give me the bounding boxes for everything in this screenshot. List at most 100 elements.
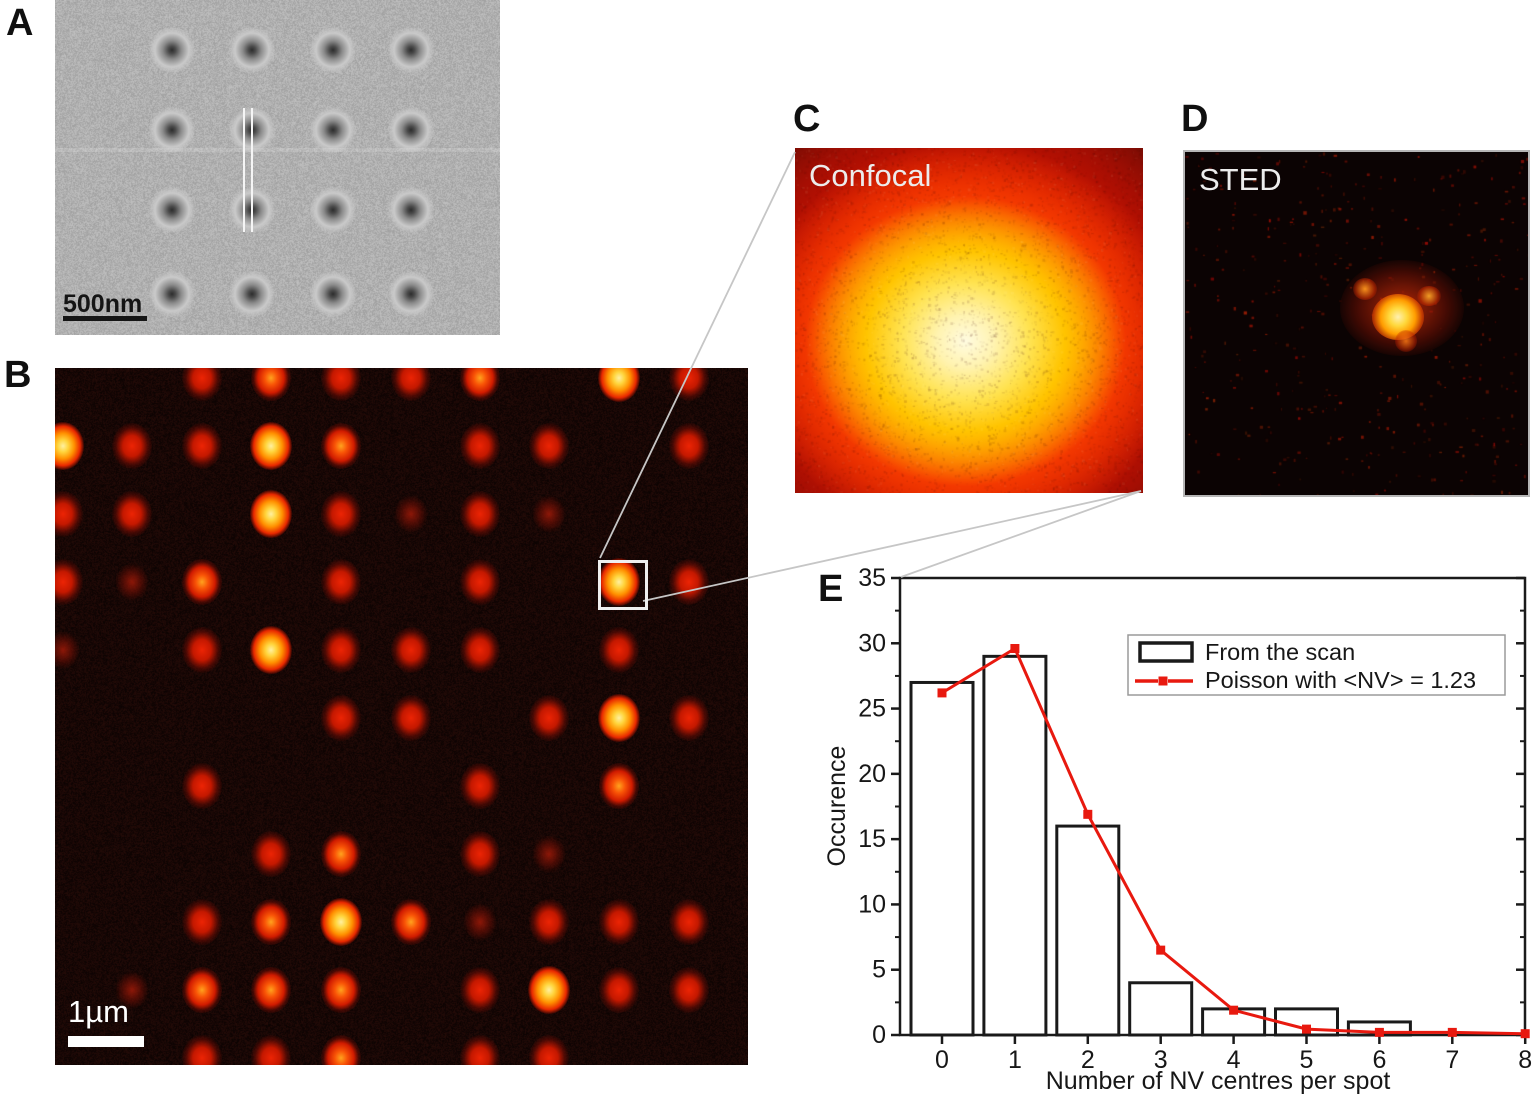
- nv-spot: [320, 898, 362, 946]
- sted-image-label: STED: [1199, 162, 1282, 197]
- x-axis-title: Number of NV centres per spot: [1046, 1067, 1391, 1095]
- chart-dynamic-layer: 0 5 10 15 20 25 30 35 0 1 2 3 4 5 6 7 8: [858, 564, 1532, 1074]
- panel-a-label: A: [6, 2, 34, 44]
- poisson-marker: [1520, 1029, 1530, 1039]
- scale-bar-label-b: 1µm: [68, 994, 129, 1029]
- confocal-grain-texture: [795, 148, 1143, 493]
- sem-dot: [149, 107, 195, 153]
- sem-dot: [310, 271, 356, 317]
- histogram-bar: [1128, 981, 1194, 1037]
- nv-spot: [529, 423, 569, 469]
- nv-spot: [599, 967, 639, 1013]
- nv-spot: [321, 627, 361, 673]
- sted-cluster-satellite: [1353, 278, 1377, 300]
- nv-spot: [391, 627, 431, 673]
- nv-spot: [112, 423, 152, 469]
- sem-marker-line-left: [243, 108, 245, 232]
- nv-spot: [599, 763, 639, 809]
- nv-spot: [394, 495, 428, 533]
- chart-legend: From the scan Poisson with <NV> = 1.23: [1127, 634, 1506, 696]
- sem-scan-seam: [55, 148, 500, 152]
- nv-spot: [460, 559, 500, 605]
- nv-spot: [669, 559, 709, 605]
- sem-dot: [388, 27, 434, 73]
- y-tick-label: 20: [858, 760, 886, 788]
- nv-spot: [251, 899, 291, 945]
- sem-dot: [388, 187, 434, 233]
- nv-spot: [250, 490, 292, 538]
- confocal-image-label: Confocal: [809, 158, 932, 193]
- nv-spot: [669, 967, 709, 1013]
- nv-spot: [115, 971, 149, 1009]
- nv-spot: [391, 899, 431, 945]
- nv-spot: [460, 831, 500, 877]
- nv-spot: [529, 1035, 569, 1065]
- x-tick-label: 4: [1227, 1046, 1241, 1074]
- panel-b-confocal-scan-image: 1µm: [55, 368, 748, 1065]
- sem-dot: [229, 271, 275, 317]
- y-tick-label: 15: [858, 825, 886, 853]
- sem-dot: [310, 187, 356, 233]
- y-tick-label: 5: [872, 956, 886, 984]
- nv-spot: [182, 1035, 222, 1065]
- histogram-chart: 0 5 10 15 20 25 30 35 0 1 2 3 4 5 6 7 8 Occurence Number…: [823, 564, 1532, 1095]
- nv-spot: [321, 695, 361, 741]
- nv-spot: [391, 695, 431, 741]
- panel-c-label: C: [793, 98, 821, 140]
- nv-spot: [598, 558, 640, 606]
- nv-spot: [112, 491, 152, 537]
- x-tick-label: 2: [1081, 1046, 1095, 1074]
- panel-c-confocal-zoom-image: Confocal: [795, 148, 1143, 493]
- poisson-marker: [1229, 1005, 1239, 1015]
- nv-spot: [598, 694, 640, 742]
- legend-bar-swatch: [1138, 641, 1194, 663]
- x-tick-label: 1: [1008, 1046, 1022, 1074]
- y-tick-label: 25: [858, 695, 886, 723]
- nv-spot: [182, 423, 222, 469]
- highlighted-spot-box: [598, 560, 648, 610]
- panel-e-label: E: [818, 568, 844, 610]
- nv-spot: [251, 967, 291, 1013]
- scale-bar-label-a: 500nm: [63, 290, 143, 318]
- x-tick-label: 7: [1445, 1046, 1459, 1074]
- nv-spot: [460, 491, 500, 537]
- nv-spot: [250, 626, 292, 674]
- sem-dot: [229, 27, 275, 73]
- histogram-bar: [909, 680, 975, 1037]
- nv-spot: [321, 491, 361, 537]
- nv-spot: [463, 903, 497, 941]
- sem-dot: [310, 107, 356, 153]
- nv-spot: [321, 1035, 361, 1065]
- nv-spot: [460, 423, 500, 469]
- scale-bar-a: [63, 316, 147, 321]
- nv-spot: [669, 423, 709, 469]
- panel-d-label: D: [1181, 98, 1209, 140]
- histogram-bar: [1055, 824, 1121, 1037]
- nv-spot: [599, 899, 639, 945]
- nv-spot: [460, 763, 500, 809]
- poisson-marker: [937, 688, 947, 698]
- x-tick-label: 6: [1372, 1046, 1386, 1074]
- panel-d-sted-zoom-image: STED: [1183, 150, 1530, 497]
- panel-b-label: B: [4, 354, 32, 396]
- nv-spot: [321, 831, 361, 877]
- sem-dot: [310, 27, 356, 73]
- nv-spot: [251, 831, 291, 877]
- nv-spot: [529, 695, 569, 741]
- nv-spot: [460, 1035, 500, 1065]
- sem-dot: [149, 27, 195, 73]
- nv-spot: [460, 967, 500, 1013]
- nv-spot: [532, 835, 566, 873]
- poisson-marker: [1374, 1027, 1384, 1037]
- nv-spot: [460, 627, 500, 673]
- nv-spot: [599, 627, 639, 673]
- nv-spot: [182, 899, 222, 945]
- y-axis-title: Occurence: [823, 746, 851, 867]
- nv-spot: [182, 627, 222, 673]
- nv-spot: [182, 763, 222, 809]
- nv-spot: [321, 423, 361, 469]
- poisson-marker: [1156, 945, 1166, 955]
- panel-a-sem-image: 500nm: [55, 0, 500, 335]
- histogram-bar: [982, 654, 1048, 1037]
- sem-marker-line-right: [251, 108, 253, 232]
